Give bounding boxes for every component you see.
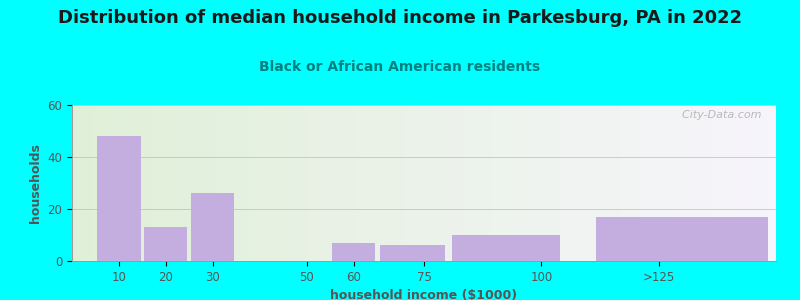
Y-axis label: households: households xyxy=(29,143,42,223)
X-axis label: household income ($1000): household income ($1000) xyxy=(330,289,518,300)
Bar xyxy=(144,227,187,261)
Text: City-Data.com: City-Data.com xyxy=(675,110,762,120)
Bar xyxy=(380,245,445,261)
Bar xyxy=(452,235,560,261)
Bar xyxy=(191,194,234,261)
Bar xyxy=(98,136,141,261)
Bar xyxy=(596,217,769,261)
Bar xyxy=(332,243,375,261)
Text: Black or African American residents: Black or African American residents xyxy=(259,60,541,74)
Text: Distribution of median household income in Parkesburg, PA in 2022: Distribution of median household income … xyxy=(58,9,742,27)
